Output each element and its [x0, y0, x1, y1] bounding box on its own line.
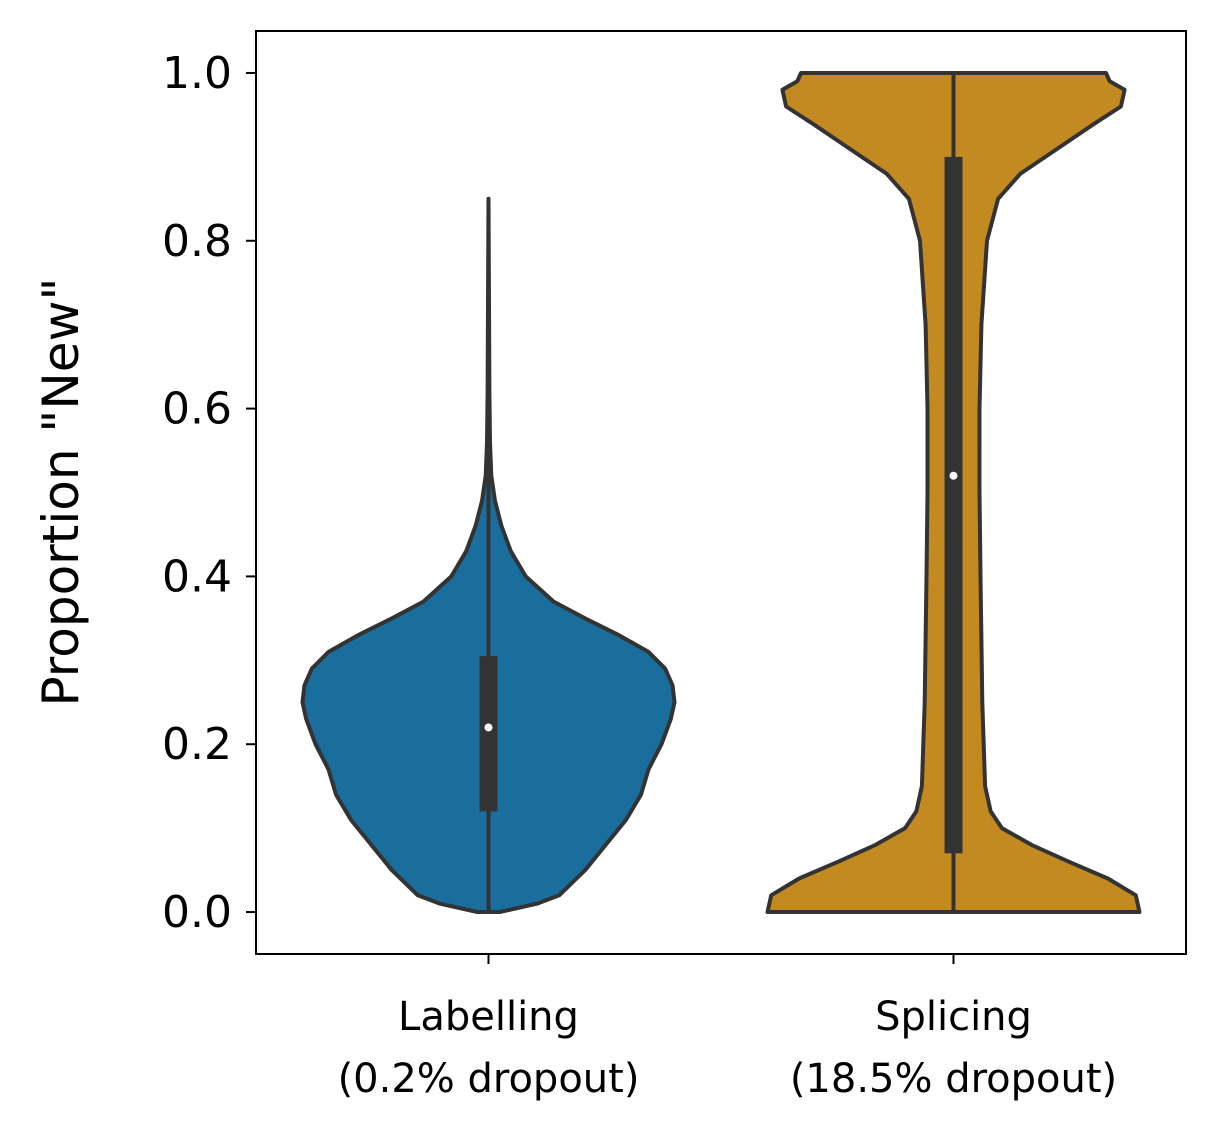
- x-tick-label-line2: (0.2% dropout): [338, 1056, 640, 1102]
- y-tick-label: 0.6: [162, 384, 232, 435]
- x-tick-label-line2: (18.5% dropout): [790, 1056, 1117, 1102]
- y-axis: 0.0 0.2 0.4 0.6 0.8 1.0: [162, 48, 256, 938]
- y-axis-title: Proportion "New": [32, 278, 90, 707]
- y-tick-label: 0.0: [162, 887, 232, 938]
- x-tick-label-line1: Labelling: [398, 994, 579, 1040]
- x-axis: Labelling (0.2% dropout) Splicing (18.5% dr…: [338, 954, 1117, 1102]
- violin-median-dot: [949, 471, 958, 480]
- plot-frame: [255, 30, 1187, 955]
- violin-iqr-box: [479, 656, 498, 812]
- y-tick-label: 1.0: [162, 48, 232, 99]
- y-tick-label: 0.4: [162, 551, 232, 602]
- violin-iqr-box: [944, 156, 963, 854]
- violins-layer: [300, 71, 1142, 914]
- x-tick-label-line1: Splicing: [875, 994, 1032, 1040]
- violin-median-dot: [484, 723, 493, 732]
- y-tick-label: 0.8: [162, 216, 232, 267]
- y-tick-label: 0.2: [162, 719, 232, 770]
